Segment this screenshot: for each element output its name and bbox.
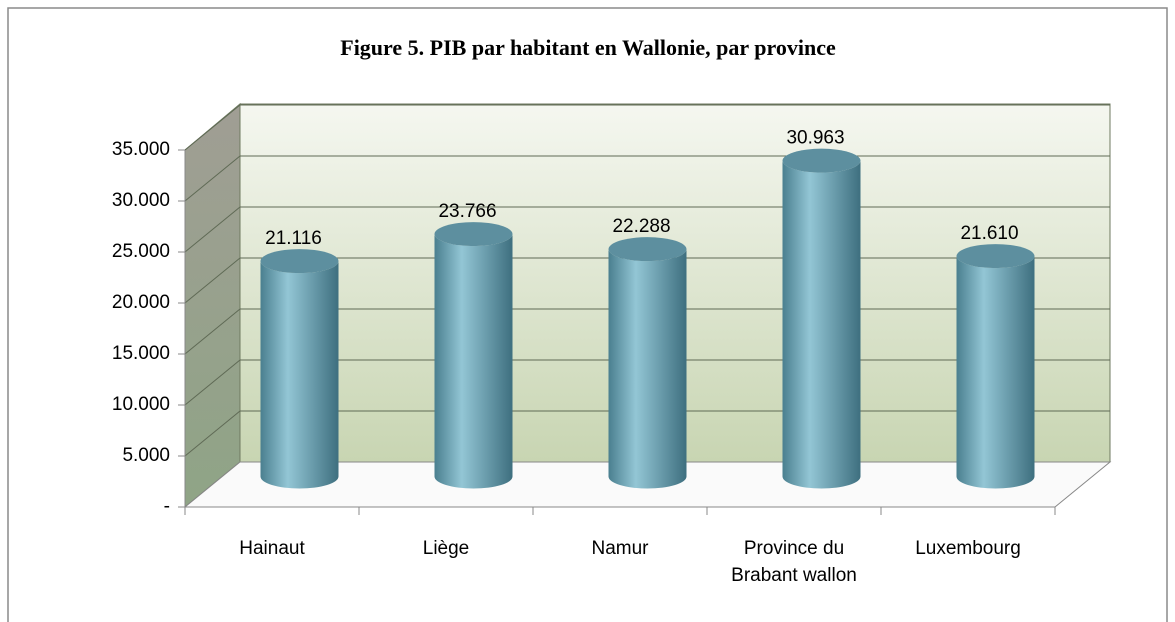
bar [434, 234, 513, 489]
y-tick-label: 15.000 [112, 343, 170, 364]
bar [608, 249, 687, 489]
grid-line [184, 155, 241, 202]
side-wall [184, 102, 241, 509]
x-tick-label: Hainaut [239, 538, 305, 559]
grid-line [184, 257, 241, 304]
bar [260, 261, 339, 489]
y-tick-label: 20.000 [112, 292, 170, 313]
grid-line [184, 359, 241, 406]
bar [782, 160, 861, 489]
grid-line [184, 206, 241, 253]
y-tick-label: 10.000 [112, 394, 170, 415]
x-tick-label: Namur [591, 538, 649, 559]
y-tick-label: 25.000 [112, 241, 170, 262]
y-tick-label: 35.000 [112, 139, 170, 160]
x-tick-label: Liège [422, 538, 470, 559]
y-tick-label: 5.000 [122, 445, 170, 466]
x-tick-label: Luxembourg [915, 538, 1021, 559]
y-tick-label: 30.000 [112, 190, 170, 211]
grid-line [184, 308, 241, 355]
bar-top [956, 244, 1035, 269]
value-label: 21.610 [960, 223, 1018, 244]
bar-top [782, 148, 861, 173]
y-tick-label: - [164, 496, 170, 517]
chart-title: Figure 5. PIB par habitant en Wallonie, … [340, 35, 836, 60]
bar-top [608, 237, 687, 262]
bar [956, 256, 1035, 489]
value-label: 22.288 [612, 216, 670, 237]
value-label: 30.963 [786, 128, 844, 149]
value-label: 23.766 [438, 201, 496, 222]
value-label: 21.116 [265, 228, 322, 249]
grid-line [184, 104, 241, 151]
bar-top [434, 222, 513, 247]
grid-line [184, 410, 241, 457]
x-tick-label: Province du Brabant wallon [731, 538, 857, 586]
bar-top [260, 249, 339, 274]
